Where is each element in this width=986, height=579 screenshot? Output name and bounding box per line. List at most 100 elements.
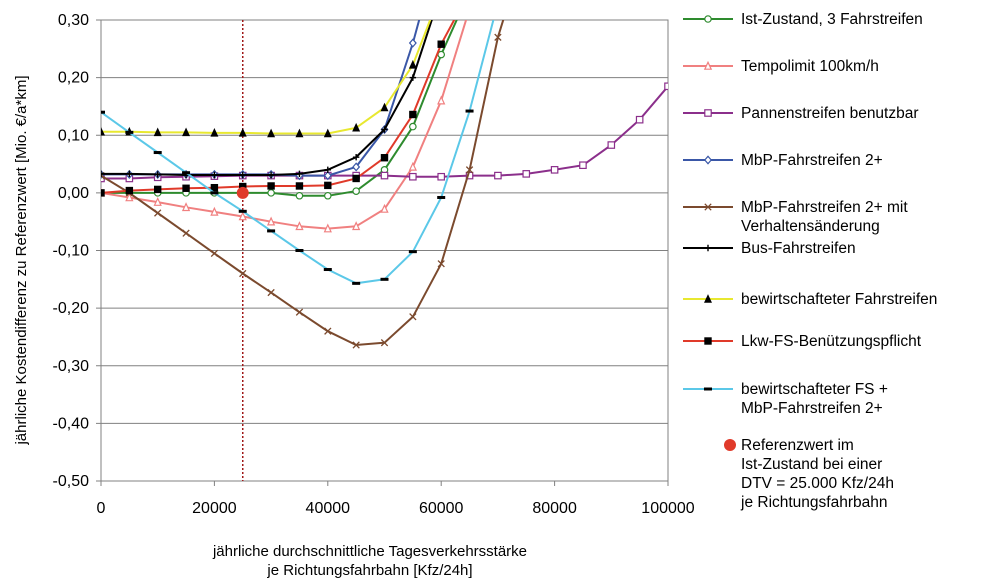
y-tick-label: -0,20 [53, 300, 90, 317]
series-5 [101, 20, 505, 349]
legend-label: bewirtschafteter Fahrstreifen [741, 291, 937, 308]
data-point [295, 191, 304, 200]
series-7 [101, 20, 432, 138]
y-tick-label: 0,20 [58, 70, 89, 87]
y-tick-label: -0,30 [53, 358, 90, 375]
data-point [154, 209, 162, 217]
x-axis-title-line-2: je Richtungsfahrbahn [Kfz/24h] [266, 562, 472, 579]
data-point [579, 161, 587, 170]
legend-swatch-marker [704, 337, 712, 345]
data-point [125, 130, 134, 134]
legend-label: Bus-Fahrstreifen [741, 240, 856, 257]
legend-label: je Richtungsfahrbahn [740, 494, 888, 511]
data-point [380, 339, 389, 347]
data-point [154, 185, 162, 194]
y-tick-label: -0,10 [53, 243, 90, 260]
data-point [125, 186, 134, 195]
data-point [324, 327, 332, 335]
data-point [267, 171, 275, 179]
data-point [182, 171, 191, 175]
data-point [380, 102, 389, 112]
data-point [352, 174, 360, 183]
reference-point [236, 186, 249, 199]
tick-labels: 0,30 0,20 0,10 0,00 -0,10 -0,20 -0,30 -0,40 -0,5… [53, 12, 695, 517]
data-point [437, 260, 445, 268]
data-point [323, 268, 332, 272]
legend-swatch-marker [704, 244, 712, 252]
data-point [323, 170, 332, 181]
series-line [101, 20, 495, 285]
x-tick-label: 80000 [532, 500, 577, 517]
data-point [352, 153, 360, 161]
data-point [211, 171, 218, 179]
legend-label: Pannenstreifen benutzbar [741, 105, 919, 122]
legend-label: Referenzwert im [741, 437, 854, 454]
data-point [409, 122, 417, 131]
data-point [465, 166, 474, 174]
gridlines [101, 19, 668, 482]
data-point [153, 151, 162, 155]
data-point [210, 191, 219, 195]
data-point [267, 189, 275, 197]
data-point [210, 183, 219, 192]
data-point [296, 170, 303, 178]
data-point [101, 110, 105, 114]
data-point [380, 203, 389, 213]
legend-swatch-marker [704, 155, 712, 165]
series-4 [101, 20, 421, 181]
legend-swatch-marker [704, 15, 712, 23]
legend-label: Ist-Zustand, 3 Fahrstreifen [741, 11, 923, 28]
data-point [494, 33, 502, 41]
x-tick-label: 100000 [641, 500, 694, 517]
data-point [295, 128, 304, 138]
legend-label: MbP-Fahrstreifen 2+ [741, 400, 883, 417]
data-point [154, 171, 161, 178]
y-tick-label: -0,50 [53, 473, 90, 490]
data-point [182, 127, 191, 137]
data-point [437, 172, 446, 181]
data-point [295, 308, 304, 316]
data-point [182, 184, 190, 192]
data-point [295, 249, 304, 252]
data-point [295, 182, 304, 190]
data-point [408, 38, 417, 48]
data-point [381, 126, 388, 133]
data-point [210, 128, 219, 137]
plot-area [100, 19, 669, 482]
data-point [550, 166, 559, 174]
data-point [101, 170, 105, 178]
data-point [437, 195, 446, 199]
data-point [238, 209, 247, 213]
x-tick-label: 40000 [306, 500, 351, 517]
series-8 [101, 20, 456, 197]
data-point [101, 126, 105, 136]
data-point [409, 110, 417, 119]
data-point [409, 172, 417, 181]
data-point [323, 191, 332, 200]
data-point [153, 127, 162, 137]
data-point [352, 162, 361, 172]
axes [96, 19, 669, 486]
y-tick-label: 0,30 [58, 12, 89, 29]
data-point [126, 170, 133, 178]
legend-label: bewirtschafteter FS + [741, 381, 888, 398]
legend-swatch-marker [704, 203, 712, 211]
data-point [267, 288, 275, 297]
data-point [465, 109, 474, 113]
data-point [352, 187, 360, 195]
data-point [324, 181, 332, 190]
series-group [101, 20, 668, 349]
data-point [664, 82, 668, 91]
legend-swatch-marker [704, 109, 712, 117]
data-point [352, 341, 360, 349]
data-point [380, 277, 389, 281]
data-point [409, 74, 417, 81]
x-tick-label: 60000 [419, 500, 464, 517]
series-9 [101, 20, 495, 285]
legend-swatch-marker [704, 294, 712, 303]
data-point [352, 221, 361, 231]
data-point [494, 171, 502, 180]
data-point [323, 128, 332, 138]
data-point [408, 161, 417, 171]
